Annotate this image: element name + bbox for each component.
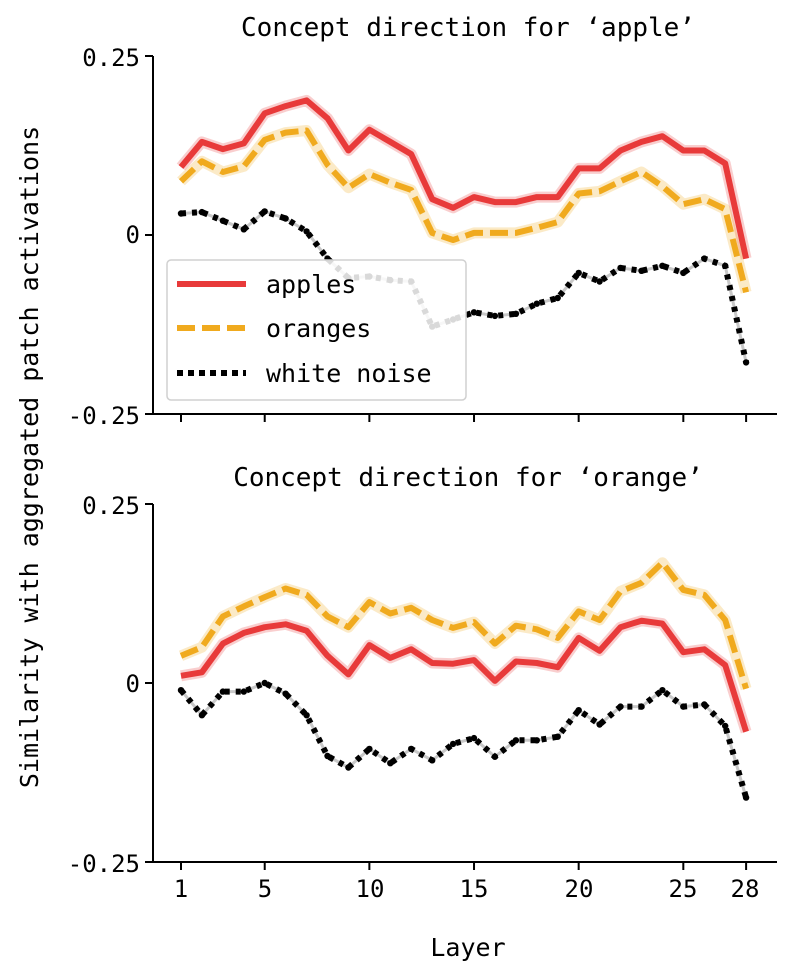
data-point-white-noise [617, 264, 624, 272]
data-point-white-noise [387, 760, 394, 767]
data-point-white-noise [742, 794, 750, 801]
legend-label-oranges: oranges [266, 314, 371, 343]
data-point-white-noise [533, 737, 540, 744]
data-point-white-noise [575, 269, 582, 277]
data-point-white-noise [596, 721, 603, 728]
data-point-white-noise [240, 226, 247, 233]
data-point-white-noise [617, 703, 624, 710]
series-line-apples [180, 617, 749, 733]
data-point-white-noise [177, 687, 185, 694]
x-axis [153, 413, 777, 422]
x-tick-label: 25 [669, 875, 698, 903]
data-point-white-noise [219, 688, 227, 695]
y-axis: 0.25 0 -0.25 [68, 492, 154, 878]
x-tick-label: 28 [731, 875, 760, 903]
data-point-white-noise [512, 737, 520, 744]
data-point-white-noise [680, 269, 687, 277]
data-point-white-noise [554, 294, 561, 302]
x-tick-label: 15 [460, 875, 489, 903]
data-point-white-noise [261, 208, 268, 215]
data-point-white-noise [282, 690, 289, 697]
x-tick-label: 5 [258, 875, 272, 903]
data-point-white-noise [491, 753, 499, 760]
data-point-white-noise [198, 208, 206, 216]
data-point-white-noise [742, 359, 750, 366]
y-tick-label: -0.25 [68, 850, 140, 878]
data-point-white-noise [638, 267, 645, 274]
data-point-white-noise [491, 312, 499, 320]
data-point-white-noise [722, 722, 729, 730]
data-point-white-noise [701, 255, 708, 262]
y-axis-label: Similarity with aggregated patch activat… [15, 126, 44, 788]
y-axis: 0.25 0 -0.25 [68, 44, 154, 430]
data-point-white-noise [659, 262, 666, 269]
y-tick-label: 0 [126, 670, 140, 698]
legend-label-apples: apples [266, 270, 356, 299]
series-line-oranges [178, 127, 750, 294]
series-band-white-noise [179, 681, 748, 799]
data-point-white-noise [596, 278, 603, 285]
data-point-white-noise [533, 300, 540, 307]
series-layer [176, 94, 752, 366]
panel-title: Concept direction for ‘orange’ [233, 463, 703, 493]
x-tick-label: 10 [356, 875, 385, 903]
series-line-apples [178, 97, 750, 260]
data-point-white-noise [722, 262, 729, 269]
data-point-white-noise [680, 703, 687, 710]
legend-box [166, 259, 467, 401]
data-point-white-noise [261, 679, 268, 687]
y-tick-label: 0.25 [82, 44, 140, 72]
data-point-white-noise [198, 712, 206, 719]
series-layer [177, 557, 752, 801]
x-tick-label: 1 [174, 875, 188, 903]
x-axis-label: Layer [430, 933, 505, 962]
data-point-white-noise [303, 228, 310, 235]
apple-concept-panel: Concept direction for ‘apple’ 0.25 0 -0.… [68, 13, 777, 430]
data-point-white-noise [240, 688, 247, 695]
data-point-white-noise [219, 217, 227, 224]
data-point-white-noise [470, 309, 478, 316]
series-line-oranges [179, 559, 749, 690]
data-point-white-noise [449, 740, 457, 748]
data-point-white-noise [366, 745, 373, 753]
data-point-white-noise [575, 707, 582, 714]
legend-label-white-noise: white noise [266, 359, 432, 388]
data-point-white-noise [554, 733, 561, 740]
data-point-white-noise [701, 701, 708, 708]
y-tick-label: -0.25 [68, 402, 140, 430]
y-tick-label: 0.25 [82, 492, 140, 520]
panel-title: Concept direction for ‘apple’ [241, 13, 695, 43]
data-point-white-noise [470, 734, 478, 742]
data-point-white-noise [659, 687, 666, 694]
legend: apples oranges white noise [166, 259, 467, 401]
data-point-white-noise [177, 210, 185, 217]
data-point-white-noise [638, 703, 645, 710]
data-point-white-noise [408, 745, 415, 753]
series-band-apples [180, 615, 752, 734]
x-tick-label: 20 [565, 875, 594, 903]
orange-concept-panel: Concept direction for ‘orange’ 0.25 0 -0… [68, 463, 777, 903]
data-point-white-noise [429, 757, 436, 764]
y-tick-label: 0 [126, 221, 140, 249]
data-point-white-noise [303, 712, 310, 719]
data-point-white-noise [512, 310, 520, 317]
data-point-white-noise [345, 764, 352, 771]
x-axis: 1 5 10 15 20 25 28 [153, 861, 777, 903]
data-point-white-noise [324, 752, 331, 760]
data-point-white-noise [282, 215, 289, 222]
